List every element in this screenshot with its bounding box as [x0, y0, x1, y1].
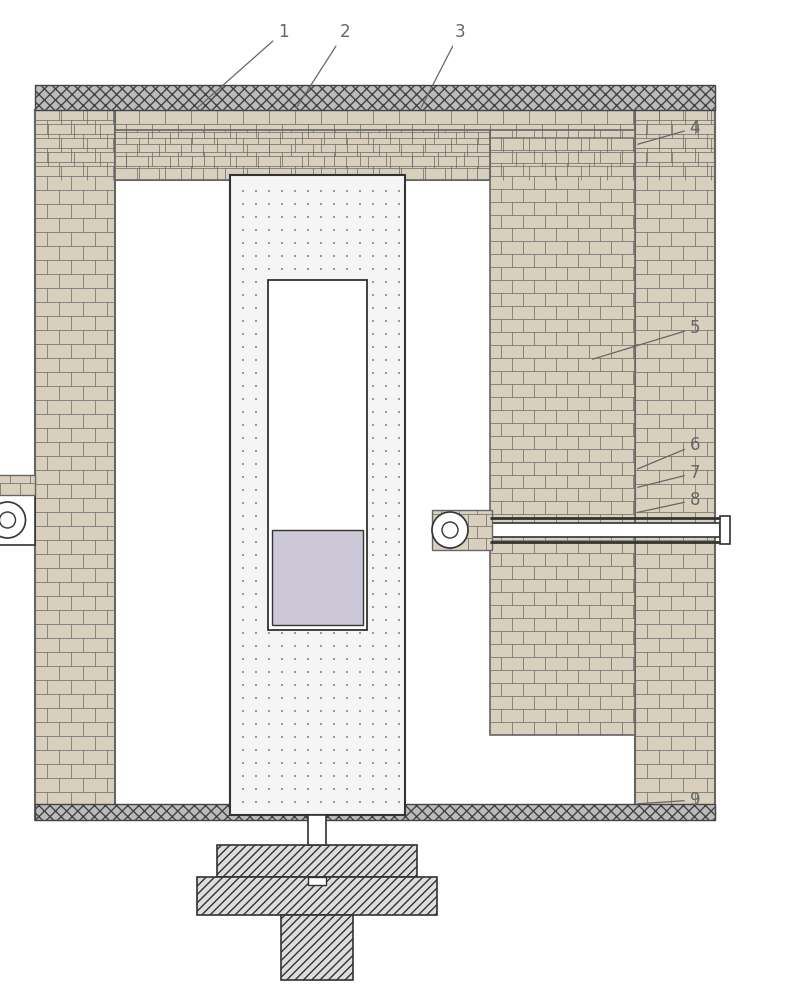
Text: 9: 9 [637, 791, 699, 809]
Text: 8: 8 [637, 491, 699, 512]
Text: 5: 5 [592, 319, 699, 359]
Text: 2: 2 [296, 23, 350, 108]
Bar [0, 495, 35, 545]
Circle shape [441, 522, 457, 538]
Bar [308, 815, 326, 845]
Bar [197, 877, 437, 915]
Text: 6: 6 [637, 436, 699, 469]
Text: 3: 3 [421, 23, 464, 108]
Bar [229, 175, 404, 815]
Bar [634, 110, 714, 820]
Bar [217, 845, 417, 877]
Bar [268, 280, 367, 630]
Bar [308, 877, 326, 885]
Text: 7: 7 [637, 464, 699, 487]
Bar [35, 110, 115, 820]
Bar [489, 523, 719, 537]
Circle shape [0, 502, 26, 538]
Bar [272, 530, 363, 625]
Bar [35, 110, 714, 180]
Bar [115, 130, 489, 180]
Bar [719, 516, 729, 544]
Bar [489, 130, 634, 735]
Circle shape [0, 512, 15, 528]
Bar [431, 510, 492, 550]
Bar [0, 475, 35, 495]
Text: 1: 1 [196, 23, 288, 108]
Text: 4: 4 [637, 119, 699, 144]
Bar [35, 85, 714, 110]
Circle shape [431, 512, 468, 548]
Bar [35, 804, 714, 820]
Bar [282, 915, 353, 980]
Bar [115, 130, 489, 735]
